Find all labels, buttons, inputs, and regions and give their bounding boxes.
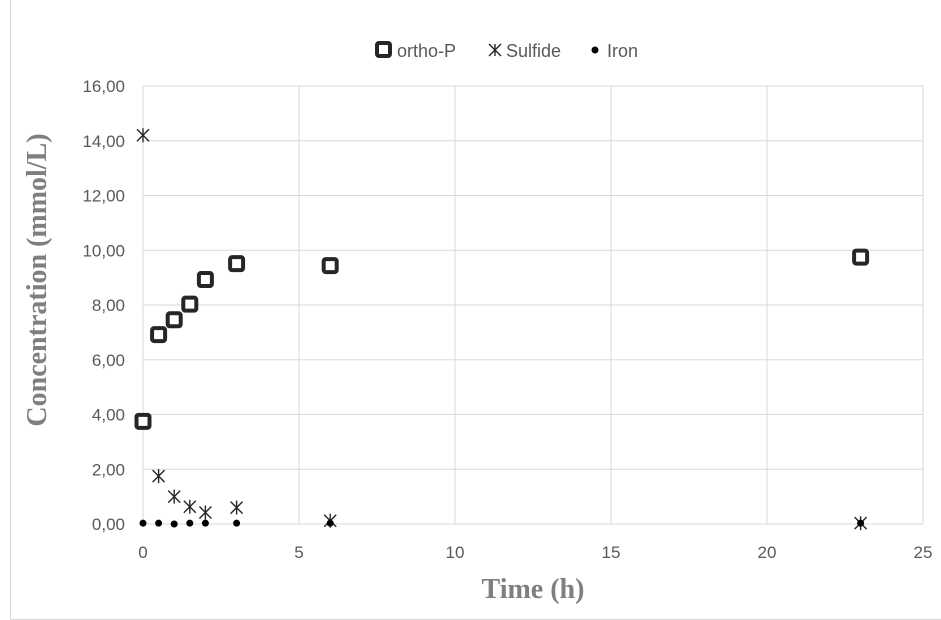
- legend-item-sulfide: Sulfide: [488, 41, 561, 61]
- data-points: [134, 128, 870, 531]
- x-tick-label: 25: [914, 543, 933, 562]
- point-iron: [139, 519, 147, 527]
- x-tick-label: 10: [446, 543, 465, 562]
- grid-lines: [142, 85, 924, 525]
- point-sulfide: [183, 499, 197, 514]
- x-tick-label: 15: [602, 543, 621, 562]
- point-iron: [857, 519, 865, 527]
- legend-marker-iron: [591, 46, 599, 54]
- point-sulfide: [136, 128, 150, 143]
- point-iron: [186, 519, 194, 527]
- series-iron: [139, 519, 865, 528]
- point-iron: [233, 519, 241, 527]
- point-ortho-p: [181, 295, 199, 313]
- point-ortho-p: [321, 257, 339, 275]
- y-tick-labels: 0,00 2,00 4,00 6,00 8,00 10,00 12,00 14,00 16,00: [82, 77, 125, 534]
- y-tick-label: 8,00: [92, 296, 125, 315]
- y-tick-label: 2,00: [92, 460, 125, 479]
- y-tick-label: 12,00: [82, 187, 125, 206]
- x-tick-label: 20: [758, 543, 777, 562]
- legend-label-sulfide: Sulfide: [506, 41, 561, 61]
- legend-item-iron: Iron: [591, 41, 638, 61]
- y-tick-label: 10,00: [82, 241, 125, 260]
- series-sulfide: [136, 128, 868, 531]
- point-ortho-p: [165, 311, 183, 329]
- point-iron: [155, 519, 163, 527]
- x-tick-label: 0: [138, 543, 147, 562]
- y-tick-label: 14,00: [82, 132, 125, 151]
- point-iron: [201, 519, 209, 527]
- point-ortho-p: [134, 412, 152, 430]
- point-ortho-p: [228, 255, 246, 273]
- legend-label-iron: Iron: [607, 41, 638, 61]
- x-axis-title: Time (h): [482, 574, 585, 605]
- point-sulfide: [230, 500, 244, 515]
- y-tick-label: 0,00: [92, 515, 125, 534]
- point-ortho-p: [150, 326, 168, 344]
- point-sulfide: [198, 505, 212, 520]
- point-iron: [326, 519, 334, 527]
- legend-marker-sulfide: [488, 43, 502, 57]
- legend: ortho-P Sulfide Iron: [375, 41, 638, 61]
- point-ortho-p: [852, 248, 870, 266]
- point-sulfide: [152, 469, 166, 484]
- legend-item-ortho-p: ortho-P: [375, 41, 456, 61]
- y-tick-label: 4,00: [92, 406, 125, 425]
- y-tick-label: 16,00: [82, 77, 125, 96]
- point-sulfide: [167, 489, 181, 504]
- legend-marker-ortho-p: [375, 41, 392, 58]
- legend-label-ortho-p: ortho-P: [397, 41, 456, 61]
- series-ortho-p: [134, 248, 870, 430]
- y-axis-title: Concentration (mmol/L): [22, 133, 53, 426]
- x-tick-labels: 0 5 10 15 20 25: [138, 543, 932, 562]
- point-ortho-p: [196, 271, 214, 289]
- point-iron: [170, 520, 178, 528]
- y-tick-label: 6,00: [92, 351, 125, 370]
- x-tick-label: 5: [294, 543, 303, 562]
